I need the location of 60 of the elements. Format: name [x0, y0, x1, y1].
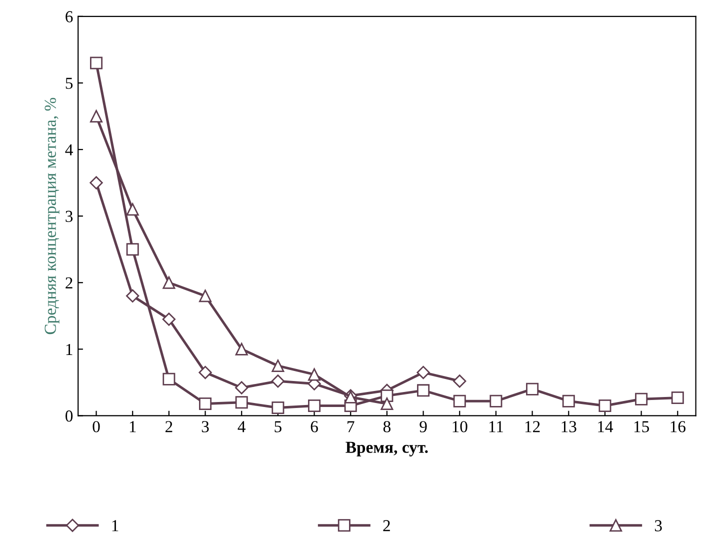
legend-label: 3: [654, 520, 662, 532]
x-tick-label: 0: [92, 421, 100, 432]
point: [562, 394, 575, 408]
x-tick-label: 13: [562, 421, 576, 432]
x-tick-label: 9: [420, 421, 427, 432]
point: [526, 382, 539, 396]
legend-label: 2: [383, 520, 390, 532]
x-tick-label: 10: [452, 421, 468, 432]
point: [453, 374, 466, 388]
x-tick-label: 16: [670, 421, 686, 432]
point: [308, 399, 321, 412]
x-tick-label: 2: [166, 421, 172, 432]
legend-label: 1: [112, 520, 118, 532]
x-tick-label: 6: [310, 421, 318, 432]
point: [199, 397, 212, 410]
point: [90, 176, 103, 190]
point: [162, 276, 176, 289]
point: [308, 368, 321, 381]
x-tick-label: 7: [348, 421, 354, 432]
point: [126, 243, 139, 256]
point: [126, 289, 140, 303]
x-tick-label: 12: [525, 421, 540, 432]
point: [490, 394, 502, 408]
point: [198, 366, 212, 380]
y-axis-title: Средняя концентрация метана, %: [44, 98, 60, 334]
point: [235, 381, 248, 394]
x-tick-label: 15: [634, 421, 649, 432]
point: [416, 366, 430, 380]
point: [272, 401, 284, 414]
point: [235, 342, 248, 356]
point: [271, 374, 285, 388]
x-tick-label: 8: [383, 421, 390, 432]
x-tick-label: 3: [202, 421, 209, 432]
point: [90, 110, 103, 122]
y-tick-label: 4: [65, 144, 73, 156]
point: [671, 392, 684, 404]
x-tick-label: 5: [274, 421, 282, 432]
point: [162, 372, 176, 386]
y-tick-label: 2: [66, 277, 72, 288]
point: [453, 394, 466, 408]
x-axis-title: Время, сут.: [346, 442, 428, 456]
point: [90, 56, 103, 70]
point: [598, 399, 612, 412]
point: [126, 203, 139, 216]
y-tick-label: 6: [66, 11, 73, 22]
x-tick-label: 14: [598, 421, 614, 432]
point: [272, 360, 284, 372]
point: [235, 396, 248, 409]
y-tick-label: 5: [66, 78, 73, 89]
y-tick-label: 3: [66, 210, 73, 222]
y-tick-label: 1: [66, 344, 72, 355]
point: [162, 312, 176, 326]
x-tick-label: 4: [238, 421, 246, 432]
x-tick-label: 11: [489, 421, 503, 432]
x-tick-label: 1: [130, 421, 136, 432]
point: [380, 397, 394, 410]
y-tick-label: 0: [66, 410, 73, 422]
point: [635, 392, 648, 406]
point: [199, 290, 212, 302]
point: [417, 384, 430, 397]
